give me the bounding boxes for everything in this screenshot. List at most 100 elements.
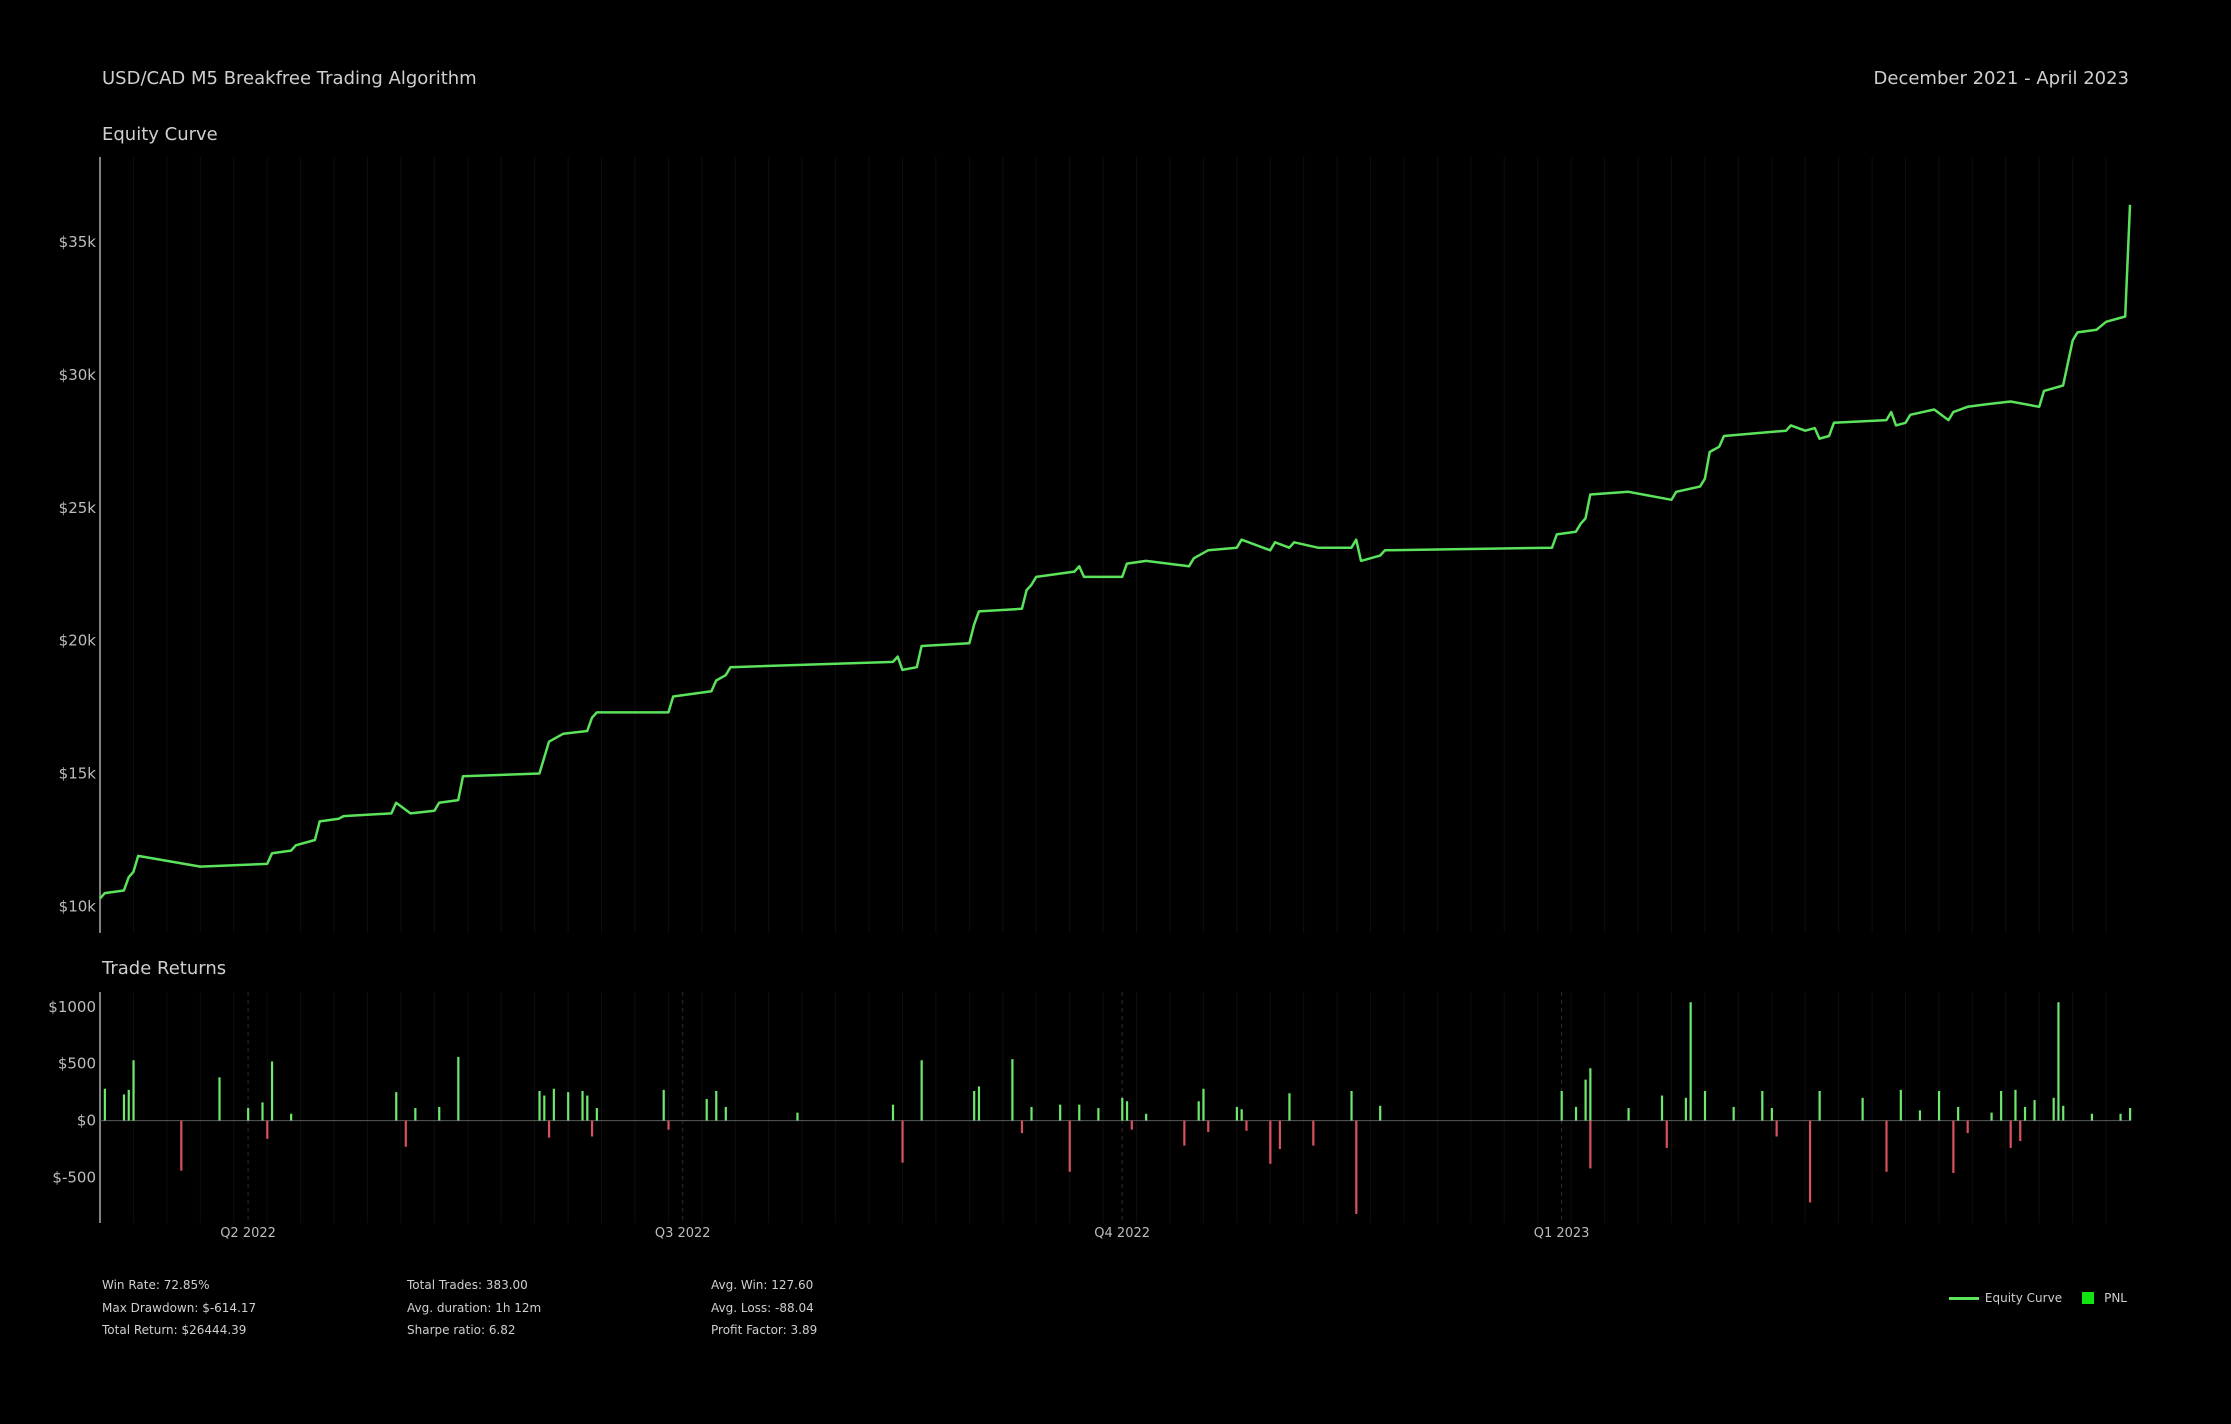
pnl-bar (414, 1108, 417, 1121)
stat-total-return: Total Return: $26444.39 (102, 1323, 247, 1337)
pnl-bar (552, 1088, 555, 1121)
pnl-bar (2023, 1106, 2027, 1121)
pnl-bar (103, 1088, 106, 1121)
pnl-bar (1808, 1120, 1812, 1203)
legend-pnl-swatch (2082, 1292, 2095, 1304)
x-axis: Q2 2022 Q3 2022 Q4 2022 Q1 2023 (220, 1226, 1589, 1241)
pnl-bar (1288, 1093, 1291, 1121)
pnl-bar (901, 1120, 904, 1163)
pnl-bar (1703, 1091, 1707, 1121)
pnl-bar (1269, 1120, 1272, 1164)
returns-y-tick-label: $500 (58, 1055, 96, 1073)
pnl-bar (180, 1120, 183, 1171)
pnl-bar (1097, 1108, 1100, 1121)
pnl-bar (1312, 1120, 1315, 1146)
pnl-bar (247, 1108, 250, 1121)
pnl-bar (1355, 1120, 1358, 1214)
pnl-bar (1937, 1091, 1941, 1121)
equity-y-tick-label: $10k (59, 897, 97, 915)
equity-y-axis: $10k $15k $20k $25k $30k $35k (59, 157, 101, 933)
pnl-bar (122, 1094, 126, 1121)
equity-grid (99, 157, 2107, 933)
pnl-bar (724, 1106, 727, 1121)
returns-y-tick-label: $1000 (48, 998, 96, 1016)
pnl-bar (1990, 1112, 1993, 1121)
pnl-bar (1125, 1101, 1129, 1121)
pnl-bars (103, 1002, 2132, 1214)
pnl-bar (2129, 1108, 2132, 1121)
stat-avg-win: Avg. Win: 127.60 (711, 1278, 814, 1292)
equity-curve-title: Equity Curve (102, 124, 218, 145)
stats-column-2: Total Trades: 383.00 Avg. duration: 1h 1… (407, 1274, 541, 1342)
pnl-bar (1245, 1120, 1248, 1131)
pnl-bar (586, 1095, 589, 1121)
returns-y-tick-label: $-500 (52, 1168, 96, 1186)
pnl-bar (920, 1060, 923, 1121)
pnl-bar (1684, 1097, 1687, 1121)
pnl-bar (1689, 1002, 1692, 1121)
pnl-bar (973, 1091, 976, 1121)
x-tick-label: Q2 2022 (220, 1226, 276, 1241)
pnl-bar (2019, 1120, 2022, 1142)
pnl-bar (2052, 1097, 2055, 1121)
x-tick-label: Q1 2023 (1534, 1226, 1590, 1241)
pnl-bar (290, 1113, 293, 1121)
pnl-bar (1278, 1120, 1281, 1150)
trade-returns-title: Trade Returns (102, 958, 227, 979)
pnl-bar (1240, 1109, 1243, 1121)
pnl-bar (547, 1120, 551, 1138)
pnl-bar (1020, 1120, 1024, 1134)
stat-profit-factor: Profit Factor: 3.89 (711, 1323, 818, 1337)
pnl-bar (567, 1092, 570, 1121)
pnl-bar (1627, 1108, 1630, 1121)
stat-avg-duration: Avg. duration: 1h 12m (407, 1300, 542, 1315)
pnl-bar (1145, 1113, 1148, 1121)
pnl-bar (977, 1086, 981, 1121)
pnl-bar (1197, 1101, 1200, 1121)
pnl-bar (218, 1077, 221, 1121)
pnl-bar (1235, 1106, 1238, 1121)
pnl-bar (1011, 1059, 1014, 1121)
pnl-bar (1966, 1120, 1969, 1134)
pnl-bar (2119, 1113, 2122, 1121)
pnl-bar (1078, 1104, 1081, 1121)
pnl-bar (590, 1120, 594, 1137)
pnl-bar (1130, 1120, 1133, 1130)
legend-equity-swatch (1948, 1296, 1979, 1300)
pnl-bar (1207, 1120, 1210, 1132)
pnl-bar (1183, 1120, 1186, 1146)
pnl-bar (667, 1120, 670, 1130)
pnl-bar (1030, 1106, 1033, 1121)
stat-total-trades: Total Trades: 383.00 (407, 1278, 528, 1292)
legend-pnl-label: PNL (2104, 1291, 2127, 1305)
legend: Equity Curve PNL (1948, 1291, 2127, 1305)
pnl-bar (1560, 1091, 1563, 1121)
x-tick-label: Q4 2022 (1094, 1226, 1150, 1241)
pnl-bar (2033, 1100, 2036, 1121)
pnl-bar (1574, 1106, 1578, 1121)
pnl-bar (1918, 1110, 1922, 1121)
legend-equity-label: Equity Curve (1984, 1291, 2063, 1305)
pnl-bar (1818, 1091, 1821, 1121)
stat-max-drawdown: Max Drawdown: $-614.17 (102, 1300, 257, 1315)
pnl-bar (662, 1089, 665, 1121)
pnl-bar (266, 1120, 269, 1139)
equity-y-tick-label: $30k (59, 366, 97, 384)
pnl-bar (2014, 1089, 2017, 1121)
pnl-bar (132, 1060, 135, 1121)
stats-column-1: Win Rate: 72.85% Max Drawdown: $-614.17 … (102, 1274, 256, 1342)
pnl-bar (1665, 1120, 1668, 1148)
stat-win-rate: Win Rate: 72.85% (102, 1278, 210, 1292)
equity-y-tick-label: $35k (59, 233, 97, 251)
returns-y-tick-label: $0 (77, 1112, 96, 1130)
pnl-bar (2090, 1113, 2093, 1121)
pnl-bar (1957, 1106, 1960, 1121)
pnl-bar (270, 1061, 274, 1121)
equity-y-tick-label: $15k (59, 765, 97, 783)
equity-y-tick-label: $20k (59, 632, 97, 650)
pnl-bar (715, 1091, 718, 1121)
pnl-bar (1885, 1120, 1888, 1172)
pnl-bar (1379, 1105, 1382, 1121)
equity-y-tick-label: $25k (59, 499, 97, 517)
pnl-bar (2062, 1105, 2065, 1121)
